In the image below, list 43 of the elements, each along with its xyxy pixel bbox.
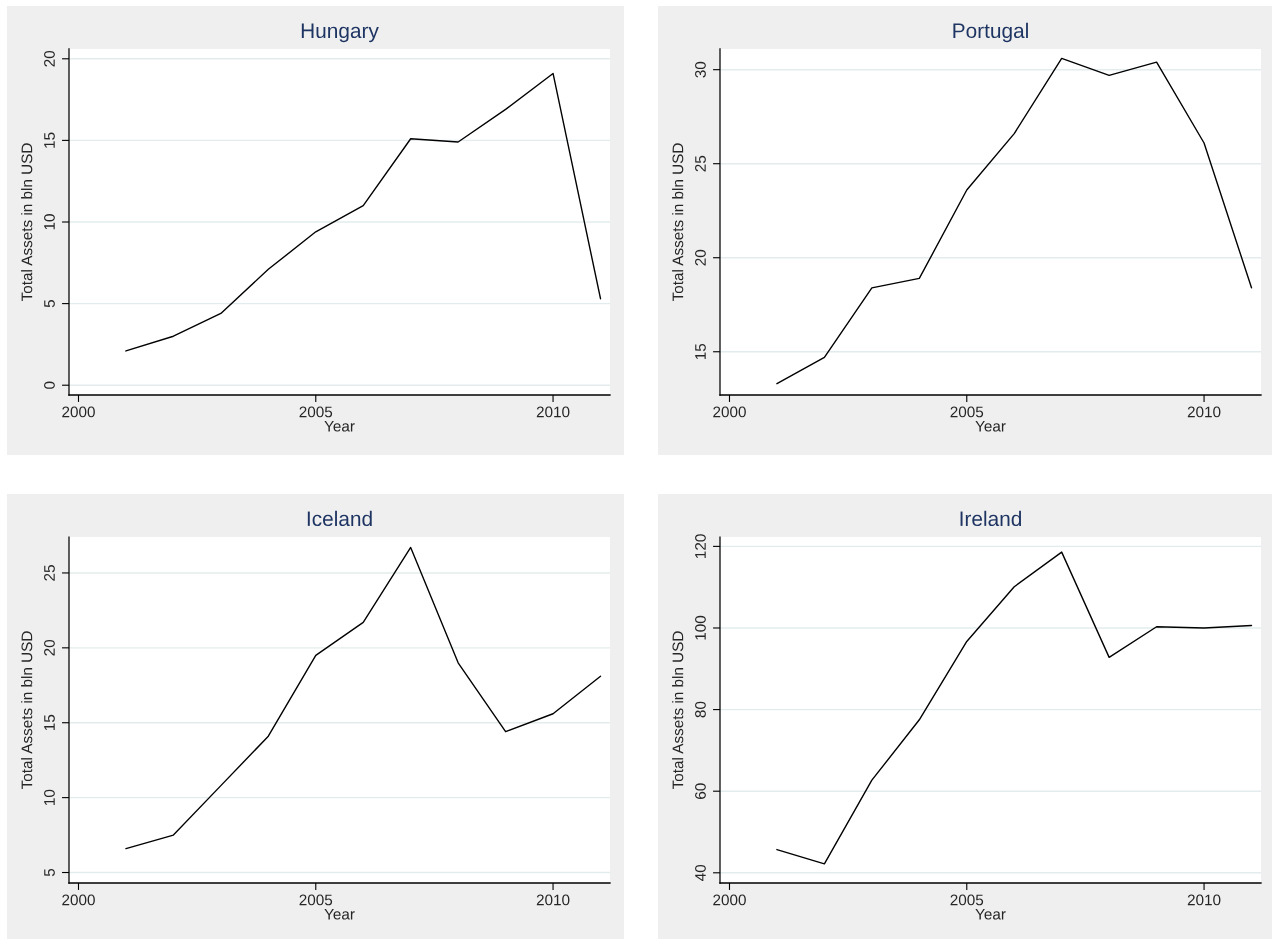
y-tick-label: 10 (44, 214, 55, 230)
chart-title: Portugal (953, 22, 1028, 43)
x-axis-title: Year (975, 420, 1006, 432)
y-tick-label: 25 (695, 155, 706, 172)
x-tick-label: 2010 (1187, 406, 1221, 418)
y-tick-label: 5 (44, 300, 55, 308)
y-tick-label: 100 (695, 615, 706, 640)
x-tick-label: 2000 (713, 406, 746, 418)
y-tick-label: 0 (44, 381, 55, 389)
x-tick-label: 2010 (536, 406, 570, 418)
y-tick-label: 40 (695, 864, 706, 881)
y-tick-label: 15 (44, 132, 55, 148)
chart-title: Ireland (960, 510, 1022, 527)
y-tick-label: 120 (695, 534, 706, 558)
y-axis-title: Total Assets in bln USD (672, 143, 684, 302)
y-axis-title: Total Assets in bln USD (21, 631, 33, 790)
y-tick-label: 80 (695, 701, 706, 718)
y-tick-label: 60 (695, 783, 706, 799)
x-tick-label: 2000 (62, 406, 95, 418)
y-tick-label: 20 (44, 50, 55, 67)
x-axis-title: Year (975, 908, 1006, 920)
x-tick-label: 2000 (713, 894, 746, 906)
x-tick-label: 2010 (536, 894, 570, 906)
x-tick-label: 2010 (1187, 894, 1221, 906)
y-tick-label: 20 (44, 639, 55, 656)
y-axis-title: Total Assets in bln USD (21, 143, 33, 302)
x-tick-label: 2005 (950, 406, 984, 418)
x-tick-label: 2000 (62, 894, 95, 906)
x-tick-label: 2005 (299, 894, 333, 906)
y-tick-label: 10 (44, 789, 55, 805)
y-tick-label: 30 (695, 61, 706, 78)
x-tick-label: 2005 (950, 894, 984, 906)
y-tick-label: 25 (44, 565, 55, 581)
y-tick-label: 15 (44, 714, 55, 731)
x-tick-label: 2005 (299, 406, 333, 418)
y-tick-label: 5 (44, 868, 55, 877)
chart-title: Hungary (301, 23, 379, 43)
x-axis-title: Year (324, 908, 355, 920)
y-tick-label: 15 (695, 343, 706, 360)
chart-title: Iceland (307, 510, 372, 527)
y-axis-title: Total Assets in bln USD (672, 631, 684, 790)
y-tick-label: 20 (695, 249, 706, 266)
x-axis-title: Year (324, 420, 355, 432)
